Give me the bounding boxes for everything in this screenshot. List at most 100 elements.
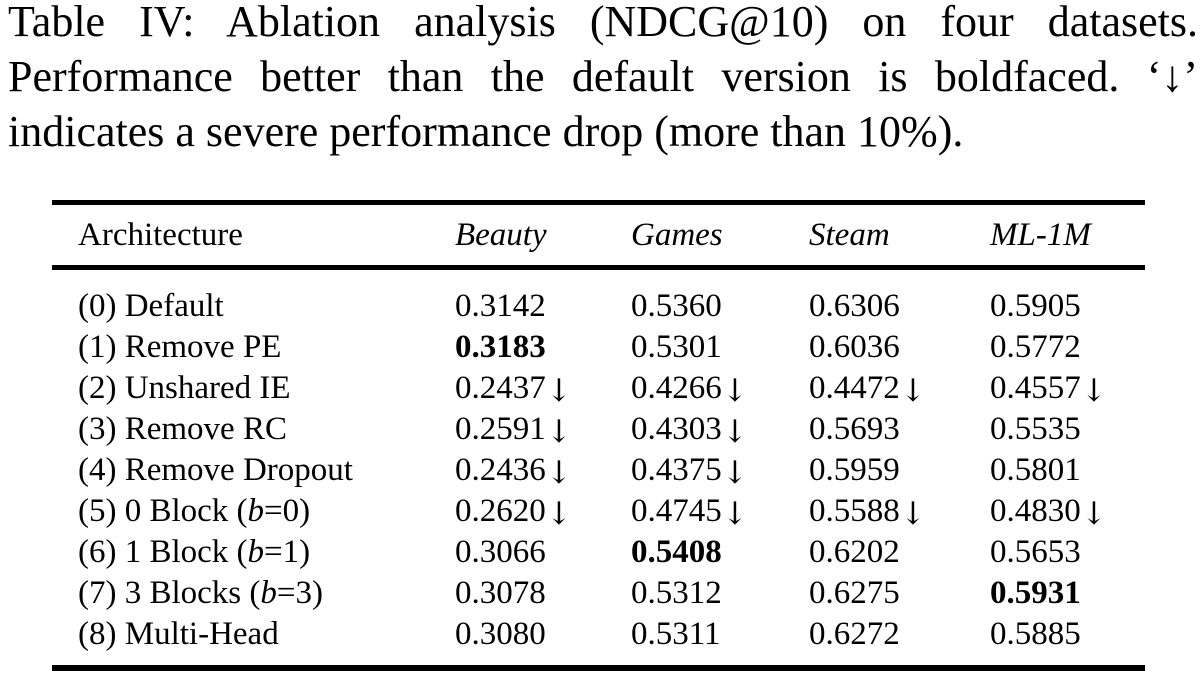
metric-value: 0.5885 (990, 616, 1081, 652)
metric-value: 0.6275 (809, 575, 900, 611)
ablation-table: Architecture Beauty Games Steam ML-1M (0… (52, 200, 1145, 671)
metric-value: 0.4303 (631, 411, 722, 447)
metric-value: 0.5360 (631, 288, 722, 324)
performance-drop-arrow-icon: ↓ (545, 373, 573, 409)
row-label: (3) Remove RC (78, 411, 287, 447)
value-cell: 0.4472↓ (809, 368, 990, 409)
value-cell: 0.4745↓ (631, 491, 809, 532)
table-row: (0) Default 0.3142 0.5360 0.6306 0.5905 (52, 268, 1145, 328)
value-cell: 0.5653 (990, 532, 1145, 573)
table-row: (3) Remove RC 0.2591↓ 0.4303↓ 0.5693 0.5535 (52, 409, 1145, 450)
row-label: (2) Unshared IE (78, 370, 291, 406)
table-row: (4) Remove Dropout 0.2436↓ 0.4375↓ 0.5959 0.… (52, 450, 1145, 491)
metric-value: 0.6202 (809, 534, 900, 570)
performance-drop-arrow-icon: ↓ (545, 455, 573, 491)
metric-value: 0.5905 (990, 288, 1081, 324)
performance-drop-arrow-icon: ↓ (721, 496, 749, 532)
row-label: (6) 1 Block (b=1) (78, 534, 311, 570)
value-cell: 0.5905 (990, 268, 1145, 328)
column-header-beauty: Beauty (455, 202, 631, 270)
row-label: (5) 0 Block (b=0) (78, 493, 311, 529)
column-header-steam: Steam (809, 202, 990, 270)
metric-value: 0.5653 (990, 534, 1081, 570)
value-cell: 0.4266↓ (631, 368, 809, 409)
metric-value: 0.4557 (990, 370, 1081, 406)
performance-drop-arrow-icon: ↓ (721, 455, 749, 491)
row-label: (0) Default (78, 288, 224, 324)
value-cell: 0.5772 (990, 327, 1145, 368)
metric-value: 0.5408 (631, 534, 722, 570)
row-label: (7) 3 Blocks (b=3) (78, 575, 323, 611)
value-cell: 0.6036 (809, 327, 990, 368)
value-cell: 0.5535 (990, 409, 1145, 450)
value-cell: 0.3080 (455, 614, 631, 668)
value-cell: 0.4830↓ (990, 491, 1145, 532)
caption-line-3: indicates a severe performance drop (mor… (8, 107, 964, 156)
italic-variable: b (247, 493, 265, 529)
value-cell: 0.5801 (990, 450, 1145, 491)
metric-value: 0.3078 (455, 575, 546, 611)
value-cell: 0.2436↓ (455, 450, 631, 491)
metric-value: 0.4745 (631, 493, 722, 529)
value-cell: 0.3183 (455, 327, 631, 368)
metric-value: 0.4375 (631, 452, 722, 488)
column-header-ml1m: ML-1M (990, 202, 1145, 270)
performance-drop-arrow-icon: ↓ (545, 414, 573, 450)
table-header-row: Architecture Beauty Games Steam ML-1M (52, 202, 1145, 270)
metric-value: 0.4472 (809, 370, 900, 406)
value-cell: 0.6306 (809, 268, 990, 328)
metric-value: 0.5535 (990, 411, 1081, 447)
value-cell: 0.5312 (631, 573, 809, 614)
value-cell: 0.4375↓ (631, 450, 809, 491)
performance-drop-arrow-icon: ↓ (545, 496, 573, 532)
table-caption: Table IV: Ablation analysis (NDCG@10) on… (8, 0, 1198, 159)
metric-value: 0.2437 (455, 370, 546, 406)
metric-value: 0.5931 (990, 575, 1081, 611)
value-cell: 0.6275 (809, 573, 990, 614)
table-row: (8) Multi-Head 0.3080 0.5311 0.6272 0.5885 (52, 614, 1145, 668)
metric-value: 0.5301 (631, 329, 722, 365)
performance-drop-arrow-icon: ↓ (721, 373, 749, 409)
value-cell: 0.5885 (990, 614, 1145, 668)
value-cell: 0.4557↓ (990, 368, 1145, 409)
value-cell: 0.5693 (809, 409, 990, 450)
value-cell: 0.3142 (455, 268, 631, 328)
performance-drop-arrow-icon: ↓ (1080, 496, 1108, 532)
value-cell: 0.3066 (455, 532, 631, 573)
metric-value: 0.6036 (809, 329, 900, 365)
italic-variable: b (260, 575, 277, 611)
metric-value: 0.2591 (455, 411, 546, 447)
value-cell: 0.2620↓ (455, 491, 631, 532)
performance-drop-arrow-icon: ↓ (1080, 373, 1108, 409)
column-header-games: Games (631, 202, 809, 270)
value-cell: 0.6202 (809, 532, 990, 573)
metric-value: 0.4266 (631, 370, 722, 406)
value-cell: 0.5959 (809, 450, 990, 491)
value-cell: 0.4303↓ (631, 409, 809, 450)
value-cell: 0.6272 (809, 614, 990, 668)
performance-drop-arrow-icon: ↓ (721, 414, 749, 450)
metric-value: 0.5312 (631, 575, 722, 611)
metric-value: 0.5959 (809, 452, 900, 488)
metric-value: 0.5693 (809, 411, 900, 447)
metric-value: 0.5588 (809, 493, 900, 529)
value-cell: 0.5931 (990, 573, 1145, 614)
caption-line-1: Table IV: Ablation analysis (NDCG@10) on… (8, 0, 1198, 46)
row-label: (4) Remove Dropout (78, 452, 353, 488)
metric-value: 0.4830 (990, 493, 1081, 529)
value-cell: 0.2591↓ (455, 409, 631, 450)
value-cell: 0.3078 (455, 573, 631, 614)
italic-variable: b (247, 534, 265, 570)
value-cell: 0.5360 (631, 268, 809, 328)
metric-value: 0.5801 (990, 452, 1081, 488)
metric-value: 0.3183 (455, 329, 546, 365)
value-cell: 0.5301 (631, 327, 809, 368)
table-row: (7) 3 Blocks (b=3) 0.3078 0.5312 0.6275 0.59… (52, 573, 1145, 614)
performance-drop-arrow-icon: ↓ (899, 373, 927, 409)
metric-value: 0.6272 (809, 616, 900, 652)
table-body: (0) Default 0.3142 0.5360 0.6306 0.5905 (1) R… (52, 268, 1145, 669)
table-row: (6) 1 Block (b=1) 0.3066 0.5408 0.6202 0.565… (52, 532, 1145, 573)
row-label: (1) Remove PE (78, 329, 282, 365)
value-cell: 0.2437↓ (455, 368, 631, 409)
